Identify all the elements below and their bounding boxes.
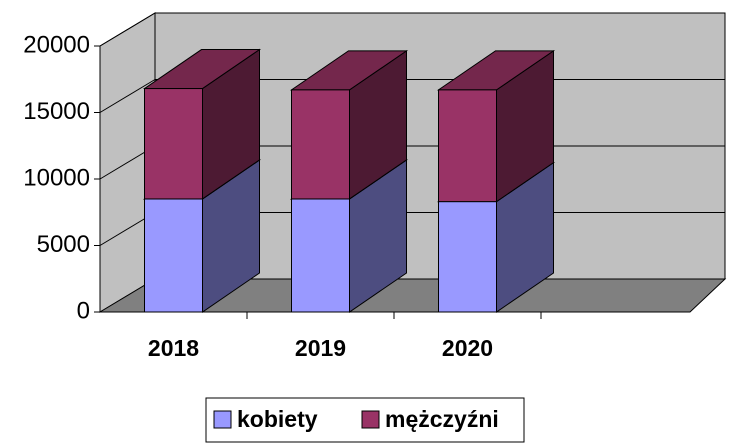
bar (291, 198, 350, 313)
y-tick-label: 5000 (37, 231, 90, 258)
x-tick-label: 2018 (148, 335, 199, 361)
bar (291, 89, 350, 200)
y-tick-label: 20000 (23, 31, 90, 58)
grid-line (99, 12, 156, 47)
bar (438, 201, 497, 313)
y-tick-label: 15000 (23, 98, 90, 125)
bar (438, 89, 497, 203)
x-tick-label: 2020 (442, 335, 493, 361)
y-tick-label: 10000 (23, 164, 90, 191)
bars (142, 48, 556, 313)
legend-items: kobiety mężczyźni (213, 406, 499, 432)
legend-label: mężczyźni (385, 406, 499, 432)
bar (144, 198, 203, 313)
grid-line (99, 79, 156, 113)
legend-swatch (213, 410, 232, 429)
y-tick-label: 0 (77, 297, 90, 324)
legend-label: kobiety (237, 406, 318, 432)
legend-swatch (361, 410, 380, 429)
x-tick-label: 2019 (295, 335, 346, 361)
bar (144, 88, 203, 200)
